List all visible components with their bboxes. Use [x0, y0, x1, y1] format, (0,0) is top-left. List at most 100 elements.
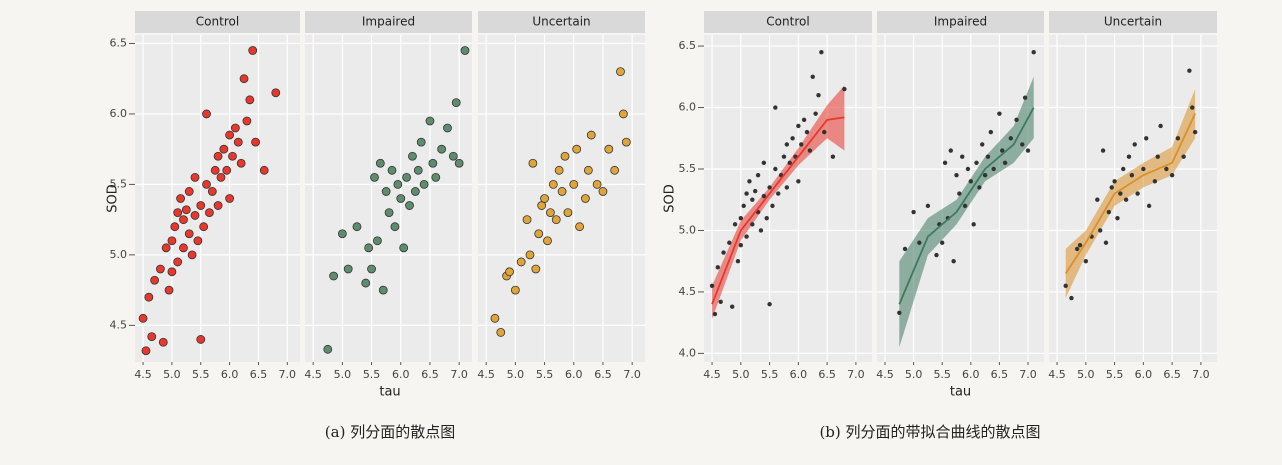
y-tick-label: 6.5 — [679, 39, 697, 52]
point — [402, 172, 412, 182]
point — [554, 165, 564, 175]
point — [222, 165, 232, 175]
point — [581, 194, 590, 203]
point — [741, 203, 746, 209]
point — [968, 179, 973, 184]
point — [184, 187, 194, 196]
y-tick-label: 6.5 — [110, 36, 128, 49]
point — [1022, 95, 1028, 100]
point — [170, 222, 180, 232]
point — [216, 172, 226, 182]
x-tick-label: 6.5 — [594, 368, 612, 381]
y-tick-label: 6.0 — [679, 101, 697, 114]
point — [505, 267, 514, 277]
point — [329, 271, 339, 281]
point — [709, 283, 715, 288]
x-axis-label: tau — [950, 385, 971, 400]
point — [925, 203, 931, 209]
panel-bg — [1049, 35, 1217, 362]
point — [750, 222, 755, 227]
point — [548, 180, 558, 189]
point — [744, 234, 749, 239]
point — [787, 160, 792, 166]
point — [1074, 246, 1080, 252]
point — [715, 265, 721, 270]
point — [522, 215, 532, 225]
x-tick-label: 7.0 — [279, 368, 297, 381]
panel-bg — [478, 35, 645, 362]
point — [1000, 148, 1005, 153]
point — [738, 215, 744, 221]
point — [807, 148, 813, 153]
point — [546, 208, 555, 217]
point — [1129, 172, 1135, 178]
point — [1118, 191, 1123, 196]
point — [375, 158, 385, 168]
point — [416, 137, 426, 147]
point — [251, 137, 260, 147]
strip — [478, 11, 645, 33]
point — [551, 215, 561, 225]
point — [387, 165, 397, 175]
point — [543, 236, 552, 246]
point — [767, 185, 772, 190]
point — [271, 88, 281, 98]
x-tick-label: 7.0 — [450, 368, 468, 381]
point — [138, 313, 148, 323]
point — [569, 180, 579, 189]
y-tick-label: 5.0 — [110, 248, 128, 261]
point — [618, 109, 628, 119]
point — [744, 191, 749, 196]
x-tick-label: 6.5 — [250, 368, 268, 381]
point — [1192, 129, 1198, 135]
caption: (a) 列分面的散点图 — [325, 423, 455, 441]
x-tick-label: 7.0 — [1019, 368, 1037, 381]
point — [799, 142, 804, 147]
x-tick-label: 7.0 — [847, 368, 865, 381]
point — [1190, 105, 1195, 110]
point — [764, 215, 769, 221]
point — [951, 258, 956, 264]
point — [965, 166, 971, 172]
point — [393, 180, 403, 189]
point — [534, 229, 544, 239]
x-tick-label: 5.5 — [761, 368, 779, 381]
point — [957, 191, 962, 196]
point — [210, 165, 220, 175]
y-tick-label: 4.5 — [679, 285, 697, 298]
point — [202, 180, 211, 189]
x-tick-label: 4.5 — [1048, 368, 1066, 381]
point — [228, 151, 237, 161]
point — [141, 346, 151, 356]
point — [1187, 68, 1192, 73]
point — [997, 111, 1002, 116]
point — [190, 211, 200, 220]
point — [942, 160, 948, 166]
point — [1152, 179, 1158, 184]
point — [1109, 185, 1114, 190]
point — [428, 158, 438, 168]
point — [460, 46, 470, 55]
point — [205, 208, 214, 217]
fit-line — [898, 107, 1035, 305]
point — [173, 208, 183, 217]
x-tick-label: 6.0 — [1135, 368, 1153, 381]
x-tick-label: 5.0 — [905, 368, 923, 381]
point — [974, 160, 979, 166]
point — [1008, 136, 1014, 141]
point — [367, 264, 376, 274]
point — [784, 185, 790, 190]
y-tick-label: 5.5 — [679, 162, 697, 175]
point — [796, 179, 801, 184]
point — [245, 95, 255, 105]
point — [144, 292, 154, 302]
panel-bg — [135, 35, 300, 362]
x-tick-label: 6.0 — [790, 368, 808, 381]
point — [1100, 148, 1106, 153]
x-tick-label: 7.0 — [1192, 368, 1210, 381]
point — [419, 180, 429, 189]
point — [954, 172, 959, 178]
point — [323, 344, 333, 354]
x-tick-label: 7.0 — [623, 368, 641, 381]
point — [604, 144, 614, 154]
